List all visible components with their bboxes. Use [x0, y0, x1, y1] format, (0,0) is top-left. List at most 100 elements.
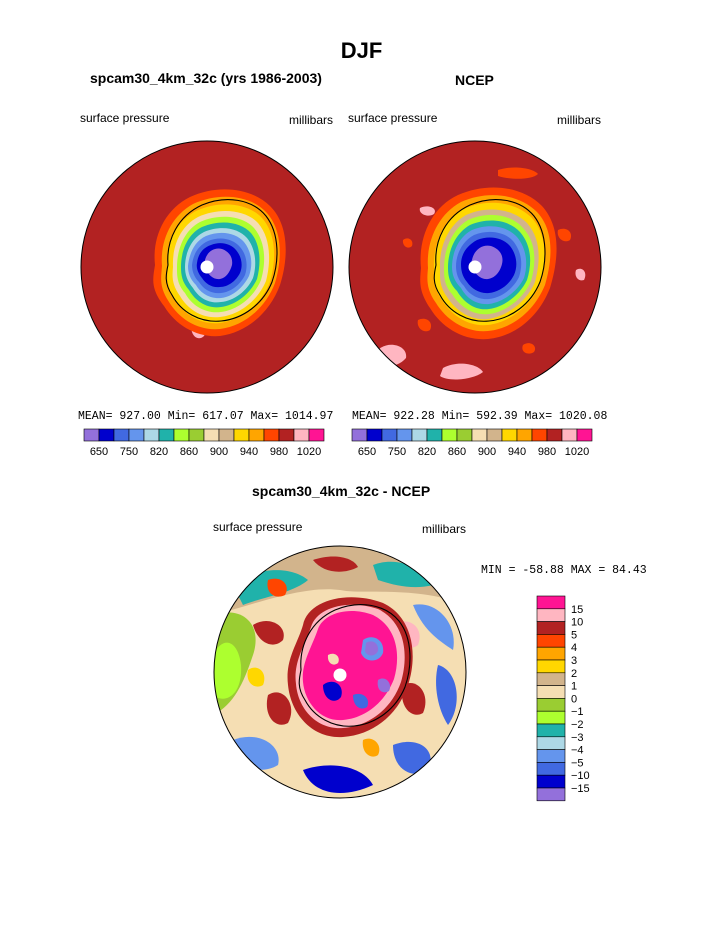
- colorbar-obs-swatch: [351, 428, 368, 442]
- diff-left-label: surface pressure: [213, 520, 303, 534]
- colorbar-obs-tick-label: 750: [388, 446, 406, 458]
- colorbar-model-swatch: [158, 428, 175, 442]
- colorbar-diff-swatch: [536, 672, 566, 686]
- colorbar-diff-tick-label: −2: [571, 719, 584, 731]
- colorbar-obs-swatch: [486, 428, 503, 442]
- colorbar-model-swatch: [218, 428, 235, 442]
- colorbar-obs-swatch: [396, 428, 413, 442]
- panel-stats-model: MEAN= 927.00 Min= 617.07 Max= 1014.97: [78, 410, 334, 423]
- colorbar-diff-tick-label: 1: [571, 681, 577, 693]
- colorbar-diff-swatch: [536, 749, 566, 763]
- colorbar-obs-swatch: [441, 428, 458, 442]
- colorbar-diff-swatch: [536, 736, 566, 750]
- colorbar-obs-swatch: [411, 428, 428, 442]
- colorbar-diff-tick-label: 10: [571, 617, 583, 629]
- colorbar-model: 650 750 820 860 900 940 980 1020: [83, 428, 325, 458]
- colorbar-diff-tick-label: 0: [571, 693, 577, 705]
- colorbar-diff-swatch: [536, 723, 566, 738]
- colorbar-obs-tick-label: 980: [538, 446, 556, 458]
- map-diff: [213, 545, 467, 799]
- panel-left-label-obs: surface pressure: [348, 111, 438, 125]
- colorbar-diff-swatch: [536, 710, 566, 725]
- colorbar-diff-swatch: [536, 659, 566, 674]
- colorbar-obs-swatch: [426, 428, 443, 442]
- colorbar-obs-swatch: [471, 428, 488, 442]
- map-obs: [348, 140, 602, 394]
- colorbar-diff-swatch: [536, 608, 566, 622]
- colorbar-model-swatch: [173, 428, 190, 442]
- colorbar-model-swatch: [293, 428, 310, 442]
- colorbar-model-swatch: [278, 428, 295, 442]
- colorbar-diff-swatch: [536, 685, 566, 699]
- colorbar-diff-tick-label: 2: [571, 668, 577, 680]
- diff-units: millibars: [422, 522, 467, 536]
- colorbar-obs-swatch: [456, 428, 473, 442]
- colorbar-model-swatch: [308, 428, 325, 442]
- colorbar-diff-swatch: [536, 698, 566, 712]
- panel-title-model: spcam30_4km_32c (yrs 1986-2003): [90, 70, 322, 86]
- colorbar-diff-tick-label: 3: [571, 655, 577, 667]
- colorbar-diff-swatch: [536, 646, 566, 661]
- colorbar-diff-tick-label: −1: [571, 706, 584, 718]
- diff-stats: MIN = -58.88 MAX = 84.43: [481, 564, 647, 577]
- colorbar-model-swatch: [248, 428, 265, 442]
- colorbar-diff-tick-label: −15: [571, 783, 590, 795]
- panel-left-label-model: surface pressure: [80, 111, 170, 125]
- colorbar-diff-tick-label: −4: [571, 745, 584, 757]
- colorbar-model-tick-label: 900: [210, 446, 228, 458]
- figure-title: DJF: [340, 38, 383, 63]
- colorbar-obs-swatch: [381, 428, 398, 442]
- colorbar-diff-tick-label: −10: [571, 770, 590, 782]
- colorbar-obs-swatch: [366, 428, 383, 442]
- diff-field-antarctic-core: [287, 597, 413, 738]
- colorbar-obs-tick-label: 900: [478, 446, 496, 458]
- diff-panel-title: spcam30_4km_32c - NCEP: [252, 483, 431, 499]
- colorbar-model-tick-label: 750: [120, 446, 138, 458]
- colorbar-obs-swatch: [576, 428, 593, 442]
- antarctica-pressure-contours-model: [153, 189, 286, 337]
- colorbar-obs-tick-label: 860: [448, 446, 466, 458]
- colorbar-model-swatch: [233, 428, 250, 442]
- colorbar-obs-tick-label: 940: [508, 446, 526, 458]
- colorbar-obs-tick-label: 650: [358, 446, 376, 458]
- colorbar-model-tick-label: 860: [180, 446, 198, 458]
- map-model: [80, 140, 334, 394]
- colorbar-diff-swatch: [536, 621, 566, 635]
- colorbar-obs-swatch: [531, 428, 548, 442]
- colorbar-diff-swatch: [536, 774, 566, 789]
- colorbar-model-swatch: [143, 428, 160, 442]
- colorbar-model-tick-label: 650: [90, 446, 108, 458]
- colorbar-model-swatch: [98, 428, 115, 442]
- panel-title-obs: NCEP: [455, 72, 494, 88]
- colorbar-model-tick-label: 1020: [297, 446, 321, 458]
- ncep-noise-patches: [373, 167, 586, 382]
- colorbar-diff-tick-label: 5: [571, 629, 577, 641]
- colorbar-model-tick-label: 940: [240, 446, 258, 458]
- colorbar-diff-tick-label: −5: [571, 757, 584, 769]
- colorbar-model-swatch: [83, 428, 100, 442]
- colorbar-obs-swatch: [501, 428, 518, 442]
- colorbar-obs-swatch: [546, 428, 563, 442]
- panel-stats-obs: MEAN= 922.28 Min= 592.39 Max= 1020.08: [352, 410, 608, 423]
- colorbar-model-swatch: [128, 428, 145, 442]
- antarctica-pressure-contours-obs: [420, 187, 557, 340]
- colorbar-obs-tick-label: 1020: [565, 446, 589, 458]
- panel-units-obs: millibars: [557, 113, 602, 127]
- colorbar-diff-swatch: [536, 595, 566, 610]
- colorbar-model-tick-label: 980: [270, 446, 288, 458]
- colorbar-model-swatch: [188, 428, 205, 442]
- colorbar-model-swatch: [263, 428, 280, 442]
- colorbar-diff-swatch: [536, 634, 566, 648]
- colorbar-diff-tick-label: 4: [571, 642, 577, 654]
- colorbar-model-swatch: [113, 428, 130, 442]
- colorbar-model-tick-label: 820: [150, 446, 168, 458]
- colorbar-diff-tick-label: 15: [571, 604, 583, 616]
- colorbar-obs-tick-label: 820: [418, 446, 436, 458]
- panel-units-model: millibars: [289, 113, 334, 127]
- colorbar-model-swatch: [203, 428, 220, 442]
- colorbar-obs-swatch: [561, 428, 578, 442]
- colorbar-obs: 650 750 820 860 900 940 980 1020: [351, 428, 593, 458]
- colorbar-diff-swatch: [536, 787, 566, 802]
- colorbar-diff-swatch: [536, 762, 566, 776]
